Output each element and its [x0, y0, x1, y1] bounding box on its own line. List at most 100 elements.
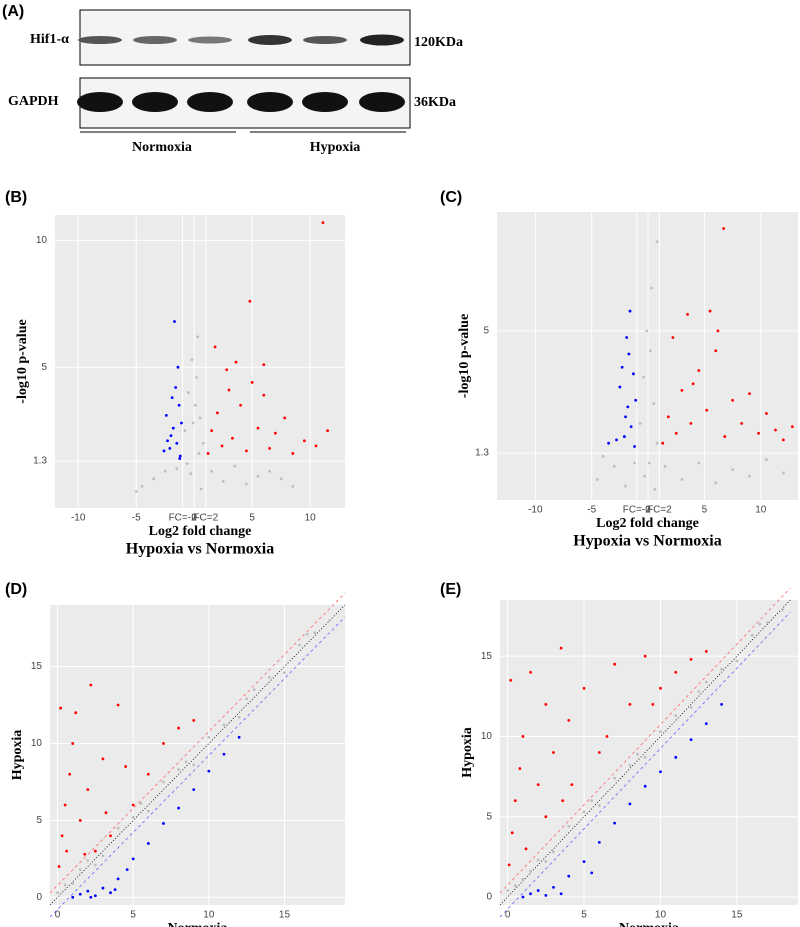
diagonal — [49, 592, 346, 894]
point — [731, 468, 735, 472]
point — [63, 803, 67, 807]
point — [559, 646, 563, 650]
point — [559, 892, 563, 896]
point — [109, 891, 112, 895]
point — [689, 421, 693, 425]
band — [247, 92, 293, 112]
point — [78, 868, 82, 872]
point — [643, 755, 647, 759]
point — [597, 804, 601, 807]
point — [781, 608, 785, 612]
plot-area — [55, 215, 345, 508]
point — [607, 441, 611, 445]
point — [748, 474, 751, 478]
point — [60, 834, 64, 838]
point — [178, 457, 182, 460]
point — [544, 893, 548, 897]
band — [133, 36, 177, 44]
point — [192, 763, 196, 767]
point — [131, 803, 135, 807]
point — [116, 877, 120, 881]
point — [191, 421, 195, 425]
point — [198, 416, 202, 420]
point — [674, 431, 678, 435]
point — [256, 426, 260, 430]
point — [86, 889, 90, 893]
x-tick-label: 5 — [249, 513, 255, 524]
point — [689, 738, 693, 742]
point — [298, 643, 302, 647]
point — [164, 414, 168, 417]
point — [634, 398, 638, 402]
point — [170, 396, 174, 400]
point — [570, 783, 574, 787]
point — [227, 388, 231, 392]
point — [686, 312, 689, 316]
protein-label: Hif1-α — [30, 32, 69, 47]
point — [722, 227, 725, 230]
x-tick-label: 0 — [645, 505, 651, 516]
point — [748, 392, 751, 396]
size-label: 120KDa — [414, 35, 463, 50]
point — [653, 488, 657, 491]
point — [131, 815, 135, 819]
point — [239, 403, 243, 407]
point — [720, 667, 723, 671]
point — [629, 425, 633, 429]
point — [71, 882, 75, 885]
y-tick-label: 0 — [36, 892, 42, 903]
point — [601, 455, 605, 458]
point — [313, 631, 317, 635]
x-tick-label: FC=2 — [647, 505, 672, 516]
point — [162, 780, 165, 784]
y-tick-label: 5 — [486, 811, 492, 822]
diagonal — [49, 616, 346, 918]
point — [233, 464, 237, 468]
point — [267, 675, 271, 679]
point — [56, 891, 59, 895]
point — [216, 411, 219, 415]
point — [674, 755, 678, 759]
x-tick-label: 0 — [505, 910, 511, 921]
x-axis-label: Normoxia — [619, 921, 679, 927]
x-tick-label: -10 — [528, 505, 543, 516]
x-tick-label: 10 — [203, 910, 215, 921]
point — [645, 329, 649, 333]
point — [605, 735, 609, 738]
x-tick-label: FC=-2 — [169, 513, 198, 524]
point — [524, 847, 528, 851]
point — [113, 888, 117, 892]
chart-title: Hypoxia vs Normoxia — [126, 541, 274, 558]
diagonal — [499, 599, 791, 906]
point — [758, 622, 762, 626]
point — [222, 752, 226, 756]
band — [132, 92, 178, 112]
band — [248, 35, 292, 45]
point — [626, 405, 630, 409]
blot-frame — [79, 9, 411, 66]
point — [624, 484, 627, 488]
point — [509, 678, 513, 682]
point — [513, 799, 517, 803]
diagonal — [499, 611, 791, 918]
point — [68, 772, 72, 776]
point — [620, 365, 624, 369]
y-tick-label: 5 — [36, 815, 42, 826]
panel-label: (C) — [440, 189, 462, 206]
point — [613, 821, 617, 825]
point — [162, 742, 165, 745]
point — [529, 869, 532, 873]
point — [740, 421, 744, 425]
x-tick-label: 0 — [191, 513, 197, 524]
point — [89, 895, 93, 899]
point — [628, 802, 632, 806]
y-axis-label: -log10 p-value — [15, 319, 30, 403]
point — [134, 490, 138, 493]
point — [175, 441, 179, 445]
point — [529, 670, 532, 674]
y-tick-label: 5 — [41, 362, 47, 373]
point — [632, 372, 635, 376]
point — [689, 706, 693, 709]
point — [184, 760, 188, 764]
point — [131, 857, 135, 861]
